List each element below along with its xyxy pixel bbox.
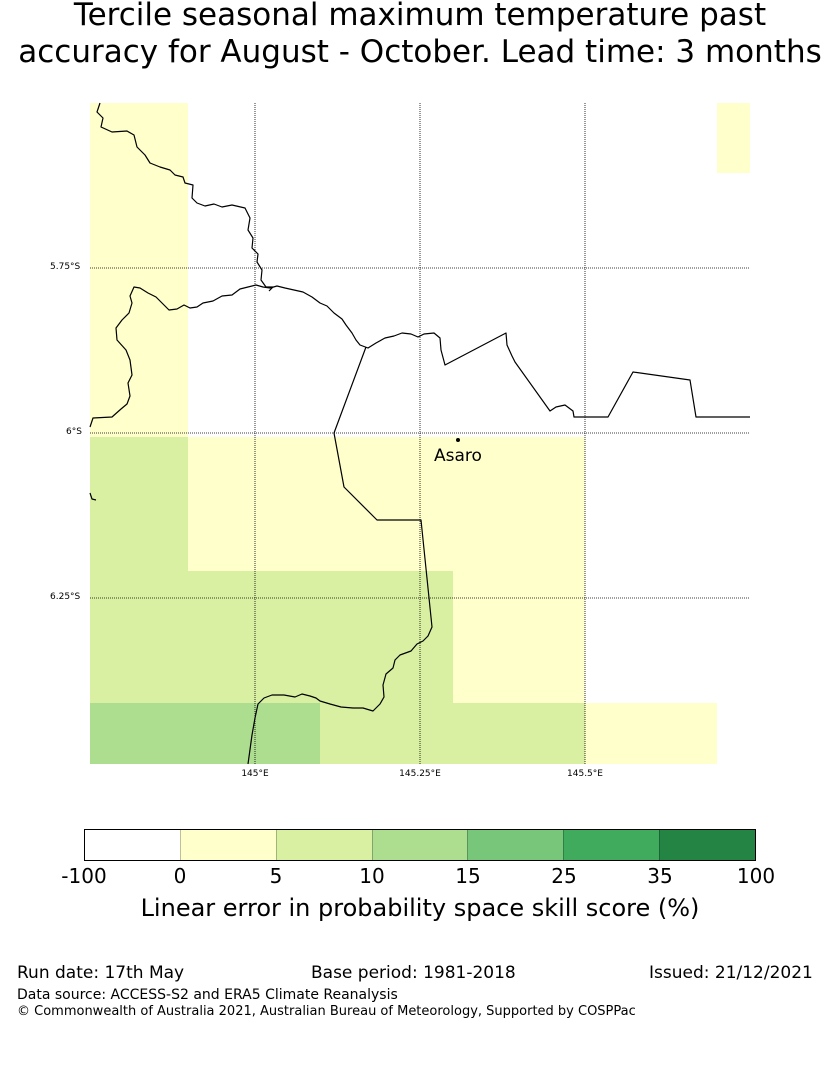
base-period: Base period: 1981-2018 [311,963,516,983]
graticule [90,103,750,764]
lat-label-6-25s: 6.25°S [50,592,81,602]
colorbar-segment [275,830,372,860]
grid-cell [453,571,585,703]
data-source: Data source: ACCESS-S2 and ERA5 Climate … [17,987,398,1003]
colorbar-segment [659,830,756,860]
colorbar-tick-label: 10 [359,864,385,888]
grid-cell [90,437,188,571]
lon-label-145e: 145°E [241,769,269,779]
issued-date: Issued: 21/12/2021 [649,963,813,983]
province-boundaries [89,102,750,765]
map-title-line1: Tercile seasonal maximum temperature pas… [73,0,767,33]
skill-score-map: Asaro [89,102,750,765]
colorbar [84,829,756,861]
colorbar-segment [563,830,660,860]
lat-label-5-75s: 5.75°S [50,262,81,272]
colorbar-tick-label: 100 [736,864,776,888]
grid-cell [320,703,585,764]
grid-cell [585,703,717,764]
colorbar-segment [179,830,276,860]
colorbar-tick-label: 25 [551,864,577,888]
lon-label-145-25e: 145.25°E [399,769,441,779]
skill-grid [90,103,750,764]
grid-cell [90,103,188,437]
copyright: © Commonwealth of Australia 2021, Austra… [17,1004,636,1019]
colorbar-label: Linear error in probability space skill … [140,894,700,922]
grid-cell [188,437,585,571]
grid-cell [90,703,320,764]
colorbar-segment [371,830,468,860]
colorbar-segment [467,830,564,860]
colorbar-tick-label: 5 [269,864,283,888]
lon-label-145-5e: 145.5°E [567,769,603,779]
colorbar-segment [85,830,180,860]
asaro-location-marker [456,438,460,442]
colorbar-tick-label: -100 [61,864,107,888]
run-date: Run date: 17th May [17,963,185,983]
map-title-line2: accuracy for August - October. Lead time… [18,34,822,70]
grid-cell [90,571,453,703]
grid-cell [717,103,750,173]
asaro-place-label: Asaro [434,446,482,466]
colorbar-tick-label: 15 [455,864,481,888]
lat-label-6s: 6°S [66,427,82,437]
colorbar-tick-label: 35 [647,864,673,888]
colorbar-tick-label: 0 [173,864,187,888]
